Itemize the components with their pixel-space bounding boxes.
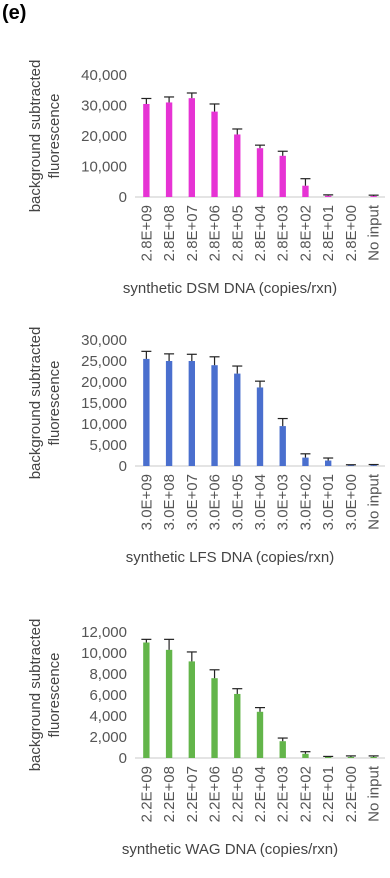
y-axis-label: background subtracted fluorescence — [27, 60, 63, 213]
x-tick-label: 2.2E+09 — [138, 766, 155, 822]
y-tick-label: 6,000 — [89, 687, 127, 704]
x-tick-label: 2.2E+01 — [320, 766, 337, 822]
x-tick-label: 3.0E+07 — [184, 474, 201, 530]
x-tick-label: 2.8E+02 — [297, 205, 314, 261]
bar — [370, 196, 377, 197]
chart-dsm: 0 10,000 20,000 30,000 40,000 2.8E+09 2.8E+08 2… — [27, 60, 385, 297]
bar — [143, 358, 150, 466]
y-tick-label: 0 — [119, 750, 127, 767]
x-tick-label: No input — [366, 473, 383, 530]
x-tick-label: 2.8E+04 — [252, 205, 269, 261]
x-tick-label: 3.0E+00 — [343, 474, 360, 530]
y-tick-label: 10,000 — [81, 416, 127, 433]
bar — [370, 756, 377, 758]
x-tick-label: No input — [366, 204, 383, 261]
bar — [325, 756, 332, 758]
x-axis-label: synthetic LFS DNA (copies/rxn) — [126, 549, 334, 566]
x-tick-label: 2.2E+05 — [229, 766, 246, 822]
bar — [325, 460, 332, 466]
x-tick-label: 2.8E+09 — [138, 205, 155, 261]
x-tick-label: 3.0E+01 — [320, 474, 337, 530]
bar — [302, 185, 309, 197]
x-tick-label: 2.2E+04 — [252, 766, 269, 822]
x-tick-label: 2.8E+08 — [161, 205, 178, 261]
bar — [165, 102, 173, 197]
y-axis-label: background subtracted fluorescence — [27, 327, 63, 480]
bar — [347, 756, 355, 758]
bar — [234, 373, 241, 466]
y-tick-label: 12,000 — [81, 624, 127, 641]
bar — [234, 134, 241, 197]
bar — [143, 103, 150, 197]
bar — [188, 361, 195, 466]
x-tick-label: 2.2E+03 — [275, 766, 292, 822]
bar — [211, 365, 218, 466]
x-tick-label: No input — [366, 765, 383, 822]
bar — [302, 753, 309, 758]
y-tick-label: 30,000 — [81, 332, 127, 349]
y-tick-label: 2,000 — [89, 729, 127, 746]
x-tick-label: 3.0E+03 — [275, 474, 292, 530]
x-tick-label: 2.8E+06 — [207, 205, 224, 261]
bar — [256, 148, 264, 197]
x-tick-label: 3.0E+06 — [207, 474, 224, 530]
y-tick-label: 4,000 — [89, 708, 127, 725]
x-axis-label: synthetic DSM DNA (copies/rxn) — [123, 280, 337, 297]
x-tick-label: 2.8E+01 — [320, 205, 337, 261]
x-tick-label: 3.0E+09 — [138, 474, 155, 530]
x-tick-label: 3.0E+04 — [252, 474, 269, 530]
bar — [279, 155, 286, 197]
bar — [188, 98, 195, 197]
bar — [188, 661, 195, 758]
bar — [143, 642, 150, 758]
x-tick-label: 2.2E+06 — [207, 766, 224, 822]
y-tick-label: 8,000 — [89, 666, 127, 683]
bar — [211, 111, 218, 197]
y-tick-label: 10,000 — [81, 645, 127, 662]
y-tick-label: 0 — [119, 458, 127, 475]
bar — [279, 426, 286, 466]
x-tick-label: 3.0E+08 — [161, 474, 178, 530]
chart-lfs: 0 5,000 10,000 15,000 20,000 25,000 30,000 3.0E… — [27, 327, 385, 566]
y-axis-label: background subtracted fluorescence — [27, 619, 63, 772]
y-tick-label: 15,000 — [81, 395, 127, 412]
x-tick-label: 2.2E+08 — [161, 766, 178, 822]
y-tick-label: 20,000 — [81, 128, 127, 145]
x-axis-label: synthetic WAG DNA (copies/rxn) — [122, 841, 338, 858]
bar — [302, 457, 309, 466]
x-tick-label: 2.8E+00 — [343, 205, 360, 261]
y-tick-label: 25,000 — [81, 353, 127, 370]
x-tick-label: 3.0E+02 — [297, 474, 314, 530]
bar — [211, 678, 218, 758]
bar — [256, 387, 264, 466]
y-tick-label: 10,000 — [81, 159, 127, 176]
x-tick-label: 2.8E+03 — [275, 205, 292, 261]
bar — [234, 693, 241, 758]
bar — [279, 741, 286, 758]
y-tick-label: 5,000 — [89, 437, 127, 454]
panel-label: (e) — [2, 2, 27, 24]
chart-wag: 0 2,000 4,000 6,000 8,000 10,000 12,000 2.2E+09… — [27, 619, 385, 858]
x-tick-label: 2.2E+02 — [297, 766, 314, 822]
bar — [325, 195, 332, 197]
x-tick-label: 2.8E+07 — [184, 205, 201, 261]
x-tick-label: 3.0E+05 — [229, 474, 246, 530]
x-tick-label: 2.8E+05 — [229, 205, 246, 261]
bar — [370, 465, 377, 466]
y-tick-label: 0 — [119, 189, 127, 206]
x-tick-label: 2.2E+00 — [343, 766, 360, 822]
y-tick-label: 30,000 — [81, 98, 127, 115]
bar — [165, 361, 173, 466]
y-tick-label: 40,000 — [81, 67, 127, 84]
x-tick-label: 2.2E+07 — [184, 766, 201, 822]
bar — [256, 711, 264, 758]
y-tick-label: 20,000 — [81, 374, 127, 391]
bar — [165, 649, 173, 758]
bar — [347, 465, 355, 466]
